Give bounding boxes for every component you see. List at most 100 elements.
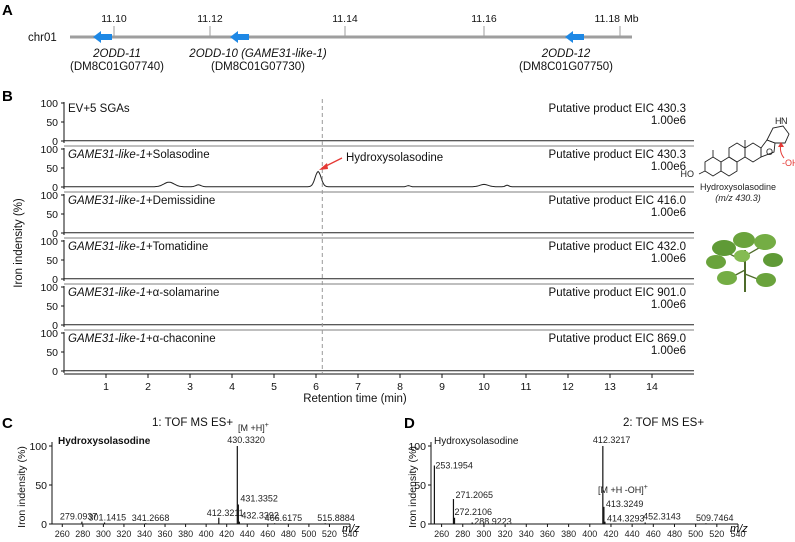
structure-ring [766,125,790,144]
structure-mz: (m/z 430.3) [715,193,761,203]
trace-sample-label: EV+5 SGAs [68,103,130,115]
chromatogram-x-tick-label: 5 [271,381,277,393]
trace-y-tick-label: 0 [52,320,58,332]
plant-leaf [712,240,736,256]
trace-sample-label: GAME31-like-1+Tomatidine [68,241,208,253]
panel-b-letter: B [2,88,13,105]
trace-y-tick-label: 100 [40,98,58,110]
peak-annotation-arrowhead [319,163,328,170]
spectrum-y-tick-label: 50 [414,480,426,492]
chromatogram-x-axis-label: Retention time (min) [303,393,407,405]
chromosome-tick-label: 11.10 [101,13,127,25]
trace-gene-name: GAME31-like-1 [68,149,146,161]
spectrum-x-tick-label: 280 [75,529,90,539]
trace-eic-label: Putative product EIC 430.3 [549,103,686,115]
chromatogram-x-axis: 1 2 3 4 5 6 7 8 9 10 11 12 13 14 [64,373,694,393]
trace-eic-label: Putative product EIC 869.0 [549,333,686,345]
chromatogram-y-axis-label: Iron indensity (%) [13,198,25,288]
chromatogram-x-tick-label: 12 [562,381,574,393]
trace-substrate-name: EV+5 SGAs [68,103,130,115]
ion-label-text: [M +H] [238,423,265,433]
chromatogram-x-tick-label: 6 [313,381,319,393]
trace-y-tick-label: 100 [40,190,58,202]
plant-leaf [763,253,783,267]
trace-eic-label: Putative product EIC 432.0 [549,241,686,253]
trace-y-tick-label: 0 [52,228,58,240]
spectrum-peak-label: 466.6175 [265,513,303,523]
spectrum-x-tick-label: 400 [582,529,597,539]
spectrum-peak-label: 279.0937 [60,512,98,522]
trace-y-tick-label: 50 [46,163,58,175]
trace-gene-name: GAME31-like-1 [68,287,146,299]
trace-y-tick-label: 50 [46,301,58,313]
spectrum-x-tick-label: 260 [434,529,449,539]
chromosome-tick-label: 11.14 [332,13,358,25]
hydroxysolasodine-structure [698,125,790,177]
spectrum-peak-label: 301.1415 [89,512,127,522]
spectrum-peak-label: 432.3392 [241,511,279,521]
spectrum-peak-label: 515.8884 [317,513,355,523]
chromatogram-x-tick-label: 3 [187,381,193,393]
structure-ring [760,139,776,158]
gene-arrow-icon [230,31,249,43]
spectrum-peak-label: 509.7464 [696,513,734,523]
trace-y-tick-label: 0 [52,366,58,378]
chromatogram-x-tick-label: 8 [397,381,403,393]
gene-name-text: 2ODD-12 [541,48,591,60]
trace-substrate-name: +Solasodine [146,149,210,161]
panel-c: C 1: TOF MS ES+ Hydroxysolasodine Iron i… [2,415,360,539]
trace-y-tick-label: 100 [40,282,58,294]
trace-y-tick-label: 50 [46,117,58,129]
spectrum-x-tick-label: 440 [240,529,255,539]
spectrum-x-tick-label: 480 [667,529,682,539]
structure-o-label: O [766,147,773,157]
spectrum-x-tick-label: 460 [260,529,275,539]
spectrum-d-compound: Hydroxysolasodine [434,436,519,447]
trace-scale-label: 1.00e6 [651,115,686,127]
plant-leaf [754,234,776,250]
structure-ring [744,142,762,163]
chromatogram-x-tick-label: 2 [145,381,151,393]
spectrum-peak-label: 272.2106 [455,507,493,517]
chromatogram-trace [64,170,694,188]
spectrum-peak-label: 412.3211 [207,508,244,518]
trace-y-tick-label: 50 [46,209,58,221]
spectrum-x-tick-label: 320 [498,529,513,539]
chromatogram-x-tick-label: 13 [604,381,616,393]
trace-scale-label: 1.00e6 [651,345,686,357]
chromatogram-x-tick-label: 14 [646,381,658,393]
spectrum-y-tick-label: 50 [35,480,47,492]
spectrum-y-tick-label: 100 [408,441,426,453]
spectrum-peak-label: 412.3217 [593,435,631,445]
spectrum-x-tick-label: 340 [519,529,534,539]
trace-substrate-name: +Tomatidine [146,241,208,253]
spectrum-x-tick-label: 400 [199,529,214,539]
spectrum-peak-label: 413.3249 [606,499,644,509]
trace-sample-label: GAME31-like-1+α-chaconine [68,333,216,345]
trace-sample-label: GAME31-like-1+α-solamarine [68,287,219,299]
trace-gene-name: GAME31-like-1 [68,195,146,207]
trace-y-tick-label: 0 [52,182,58,194]
spectrum-x-tick-label: 300 [476,529,491,539]
gene-id-2odd-10: (DM8C01G07730) [211,61,305,73]
structure-bond [698,170,706,175]
chromatogram-x-tick-label: 10 [478,381,490,393]
trace-scale-label: 1.00e6 [651,253,686,265]
plant-leaf [717,271,737,285]
plant-illustration [706,232,783,292]
spectrum-y-tick-label: 0 [41,519,47,531]
spectrum-x-tick-label: 480 [281,529,296,539]
trace-substrate-name: +α-chaconine [146,333,216,345]
structure-ring [704,156,722,177]
trace-y-tick-label: 100 [40,144,58,156]
chromatogram-x-tick-label: 9 [439,381,445,393]
chromosome-unit: Mb [624,13,639,25]
spectrum-x-tick-label: 280 [455,529,470,539]
structure-ring [728,142,746,163]
trace-y-tick-label: 50 [46,255,58,267]
spectrum-x-tick-label: 380 [178,529,193,539]
gene-alias-text: (GAME31-like-1) [238,48,327,60]
trace-gene-name: GAME31-like-1 [68,333,146,345]
